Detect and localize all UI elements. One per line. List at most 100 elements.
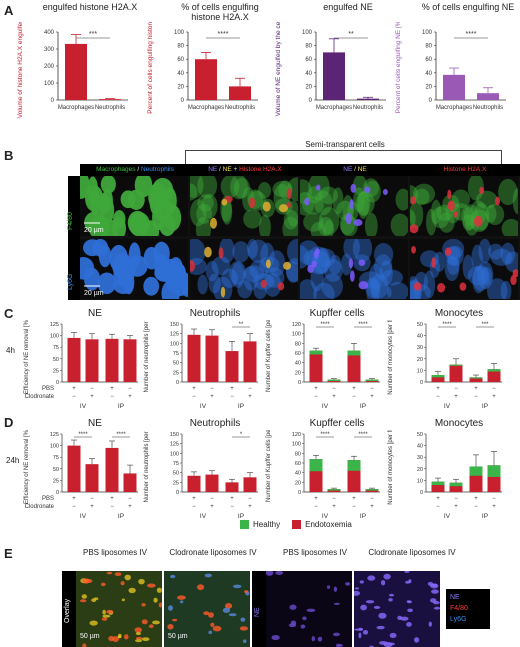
a-ylabel-1: Percent of cells engulfing histone	[147, 22, 154, 114]
e-spot-2-7	[289, 604, 297, 610]
b-cell-r1-c1-24	[243, 265, 265, 283]
b-spot-r0-c2-5	[364, 186, 371, 194]
b-cell-r0-c0-19	[111, 216, 127, 236]
b-cell-r1-c2-1	[300, 279, 317, 299]
b-cell-r1-c1-6	[229, 261, 247, 285]
e-spot-3-6	[378, 612, 387, 619]
b-cell-r0-c3-9	[451, 189, 471, 209]
a-tick-label-1-1: 20	[177, 84, 184, 90]
panelD-bar-3-1	[449, 482, 463, 492]
panelC-tick-label-0-3: 75	[53, 345, 59, 351]
b-cell-r1-c1-21	[286, 239, 298, 265]
e-spot-1-20	[167, 623, 174, 630]
e-spot-1-18	[212, 625, 222, 632]
b-spot-r0-c1-5	[209, 217, 217, 229]
b-col-header-part-2-1: /	[352, 166, 358, 173]
b-scale-r0: 20 µm	[84, 227, 104, 234]
b-col-header-3: Histone H2A.X	[410, 164, 520, 176]
panelC-tick-label-2-6: 120	[292, 322, 301, 328]
b-cell-r1-c3-10	[444, 255, 460, 282]
e-spot-1-21	[170, 574, 176, 579]
e-key-1: F4/80	[450, 605, 468, 612]
panelD-bar-1-0	[187, 475, 201, 492]
panelD-tick-label-1-4: 100	[170, 451, 179, 457]
panelC-group-2-1: IP	[360, 403, 366, 410]
panelC-clod-2-0: −	[314, 394, 318, 400]
panelC-tick-label-1-3: 75	[173, 351, 179, 357]
micro-e-clod-ne	[354, 571, 440, 647]
e-spot-3-23	[406, 600, 411, 603]
b-spot-r1-c3-5	[512, 269, 518, 278]
panelD-tick-label-1-0: 0	[176, 490, 179, 496]
panel-label-a: A	[4, 3, 14, 18]
panelC-clod-1-1: +	[210, 394, 214, 400]
panelD-sig-0-1: ****	[116, 432, 126, 438]
b-cell-r1-c1-16	[260, 242, 275, 269]
e-spot-0-1	[121, 598, 125, 602]
panelC-ylabel-2: Number of Kupffer cells [per f	[266, 320, 272, 392]
e-spot-2-16	[271, 635, 280, 641]
panelD-bar-2-3	[365, 489, 379, 492]
panel-label-b: B	[4, 148, 14, 163]
panelC-ylabel-3: Number of monocytes [per field	[388, 320, 394, 395]
e-spot-0-9	[152, 620, 160, 625]
b-cell-r0-c1-26	[243, 209, 262, 229]
a-bar-2-1	[357, 98, 379, 100]
legend: Healthy Endotoxemia	[240, 520, 352, 529]
e-spot-0-22	[79, 599, 87, 603]
panelC-tick-label-2-5: 100	[292, 332, 301, 338]
panelC-tick-label-3-4: 40	[417, 334, 423, 340]
e-spot-0-30	[135, 636, 143, 640]
panelD-clod-3-3: +	[492, 504, 496, 510]
panelC-pbs-0-3: −	[128, 386, 132, 392]
b-cell-r1-c2-25	[379, 260, 393, 286]
legend-endo-label: Endotoxemia	[305, 520, 352, 529]
a-tick-label-2-3: 60	[305, 57, 312, 63]
panelD-tick-label-1-3: 75	[173, 461, 179, 467]
a-cat-2-0: Macrophages	[316, 105, 352, 111]
panelC-clod-0-3: +	[128, 394, 132, 400]
b-cell-r1-c2-2	[315, 247, 331, 275]
b-cell-r1-c1-4	[231, 262, 245, 288]
b-cell-r0-c2-10	[332, 187, 344, 215]
b-cell-r0-c2-22	[323, 219, 334, 236]
panelC-clod-2-1: +	[332, 394, 336, 400]
e-col-clod-2: Clodronate liposomes IV	[368, 548, 456, 557]
b-cell-r0-c2-17	[319, 186, 338, 205]
panelD-healthy-3-0	[431, 481, 445, 486]
a-sig-0: ***	[89, 31, 97, 38]
panelD-bar-0-2	[105, 447, 119, 492]
panelD-pbs-1-3: −	[248, 496, 252, 502]
panelD-pbs-label: PBS	[42, 496, 54, 502]
b-spot-r1-c1-7	[283, 261, 292, 270]
e-spot-3-20	[354, 587, 360, 590]
b-cell-r1-c0-21	[143, 276, 160, 296]
panelC-clod-3-0: −	[436, 394, 440, 400]
panelD-tick-label-3-1: 10	[417, 478, 423, 484]
panelC-tick-label-3-3: 30	[417, 345, 423, 351]
panelC-title-3: Monocytes	[434, 308, 484, 319]
panelD-ylabel-3: Number of monocytes [per field	[388, 430, 394, 505]
panelD-tick-label-2-3: 60	[295, 461, 301, 467]
legend-healthy-label: Healthy	[253, 520, 281, 529]
b-cell-r1-c3-26	[420, 250, 439, 268]
e-spot-2-13	[311, 636, 315, 642]
b-cell-r0-c3-27	[426, 208, 437, 236]
b-spot-r0-c1-4	[286, 188, 292, 200]
b-cell-r0-c2-2	[356, 191, 371, 217]
b-spot-r1-c2-0	[307, 264, 314, 273]
a-tick-label-1-2: 40	[177, 71, 184, 77]
b-cell-r0-c3-20	[431, 199, 442, 224]
b-cell-r0-c1-16	[233, 177, 250, 199]
panelC-tick-label-1-6: 150	[170, 322, 179, 328]
panelD-title-1: Neutrophils	[189, 418, 241, 429]
panelD-bar-1-1	[205, 474, 219, 492]
b-cell-r0-c0-25	[100, 176, 116, 194]
a-bar-2-0	[323, 52, 345, 100]
e-spot-3-25	[360, 604, 367, 611]
panelD-healthy-2-0	[309, 459, 323, 472]
b-cell-r1-c1-5	[197, 274, 208, 295]
micro-e-clod-overlay	[164, 571, 250, 647]
b-spot-r0-c3-7	[410, 224, 419, 234]
e-spot-3-30	[397, 615, 403, 620]
